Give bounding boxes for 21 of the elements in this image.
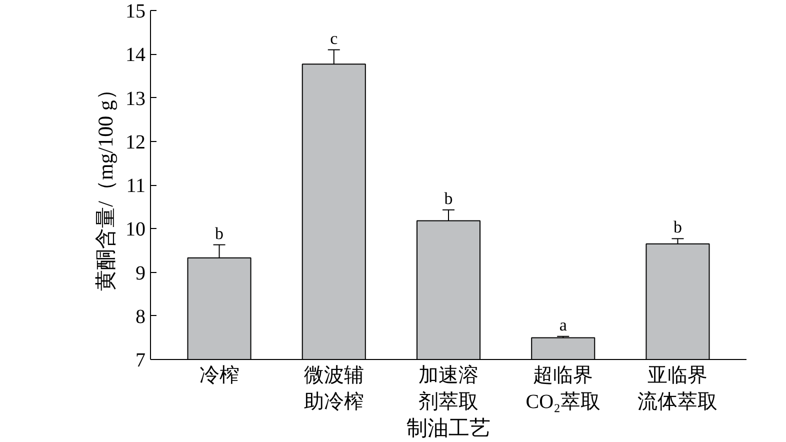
annotation: a xyxy=(559,315,568,334)
annotation: b xyxy=(673,218,682,237)
y-tick-label: 15 xyxy=(126,0,146,22)
x-tick-label: 微波辅助冷榨 xyxy=(304,364,364,413)
x-tick-label: 冷榨 xyxy=(199,364,240,386)
y-axis-title: 黄酮含量/（mg/100 g） xyxy=(94,79,118,291)
y-tick-label: 9 xyxy=(136,262,146,284)
x-tick-label: 加速溶剂萃取 xyxy=(418,364,478,413)
y-tick-label: 13 xyxy=(126,88,146,110)
y-tick-label: 14 xyxy=(126,44,146,66)
y-tick-label: 10 xyxy=(126,218,146,241)
y-tick-label: 8 xyxy=(136,306,146,328)
y-tick-label: 12 xyxy=(126,131,146,154)
annotation: c xyxy=(330,28,338,48)
x-tick-label: 亚临界流体萃取 xyxy=(638,364,718,413)
annotation: b xyxy=(215,224,224,243)
y-tick-label: 11 xyxy=(126,175,146,197)
x-axis-title: 制油工艺 xyxy=(406,416,490,440)
x-tick-label: 超临界 CO₂萃取 xyxy=(526,364,601,413)
y-tick-label: 7 xyxy=(136,350,146,372)
annotation: b xyxy=(444,188,453,208)
